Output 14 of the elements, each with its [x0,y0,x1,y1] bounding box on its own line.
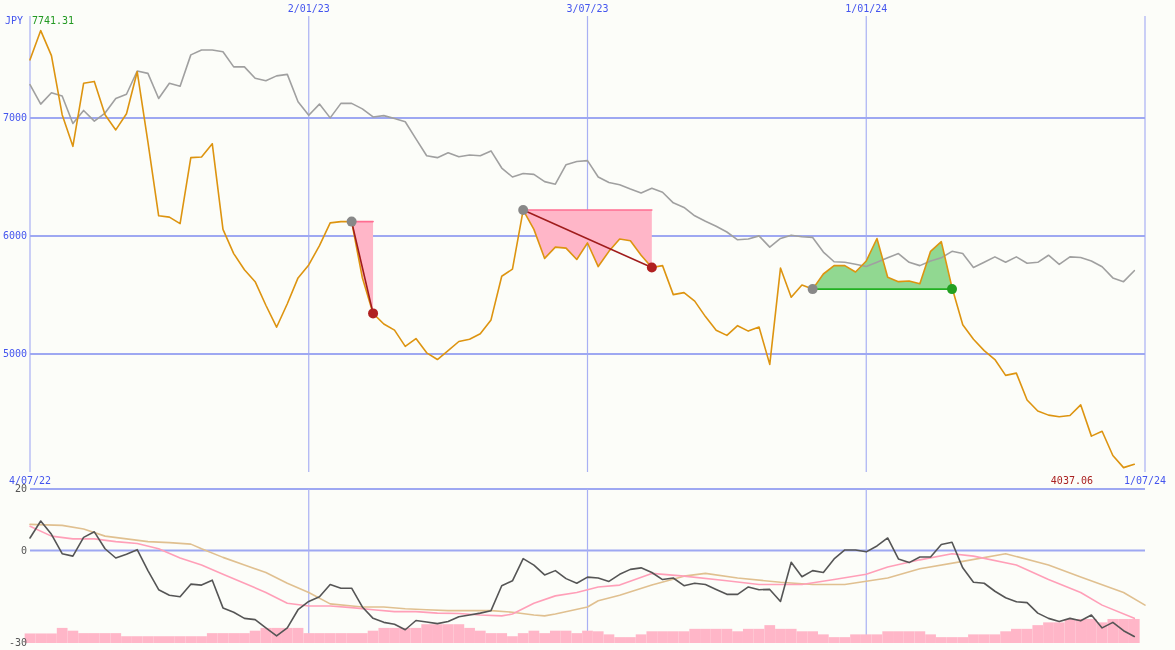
x2-tick-label: 1/01/24 [845,3,888,14]
y-tick-label: 0 [20,544,27,556]
y-tick-label: 20 [14,483,27,494]
x-tick-label: 4/07/22 [8,475,52,486]
x2-tick-label: 2/01/23 [287,3,330,14]
text: 4037.06 [1050,475,1093,486]
x2-tick-label: 3/07/23 [566,3,609,14]
y-axis-title: JPY [5,15,24,26]
y-tick-label: 6000 [2,230,27,241]
y-tick-label: 7000 [2,112,27,123]
y-tick-label: -30 [8,637,27,648]
y-tick-label: 5000 [2,348,27,359]
x-tick-label: 1/07/24 [1123,475,1167,486]
annotation: 7741.31 [32,15,75,26]
